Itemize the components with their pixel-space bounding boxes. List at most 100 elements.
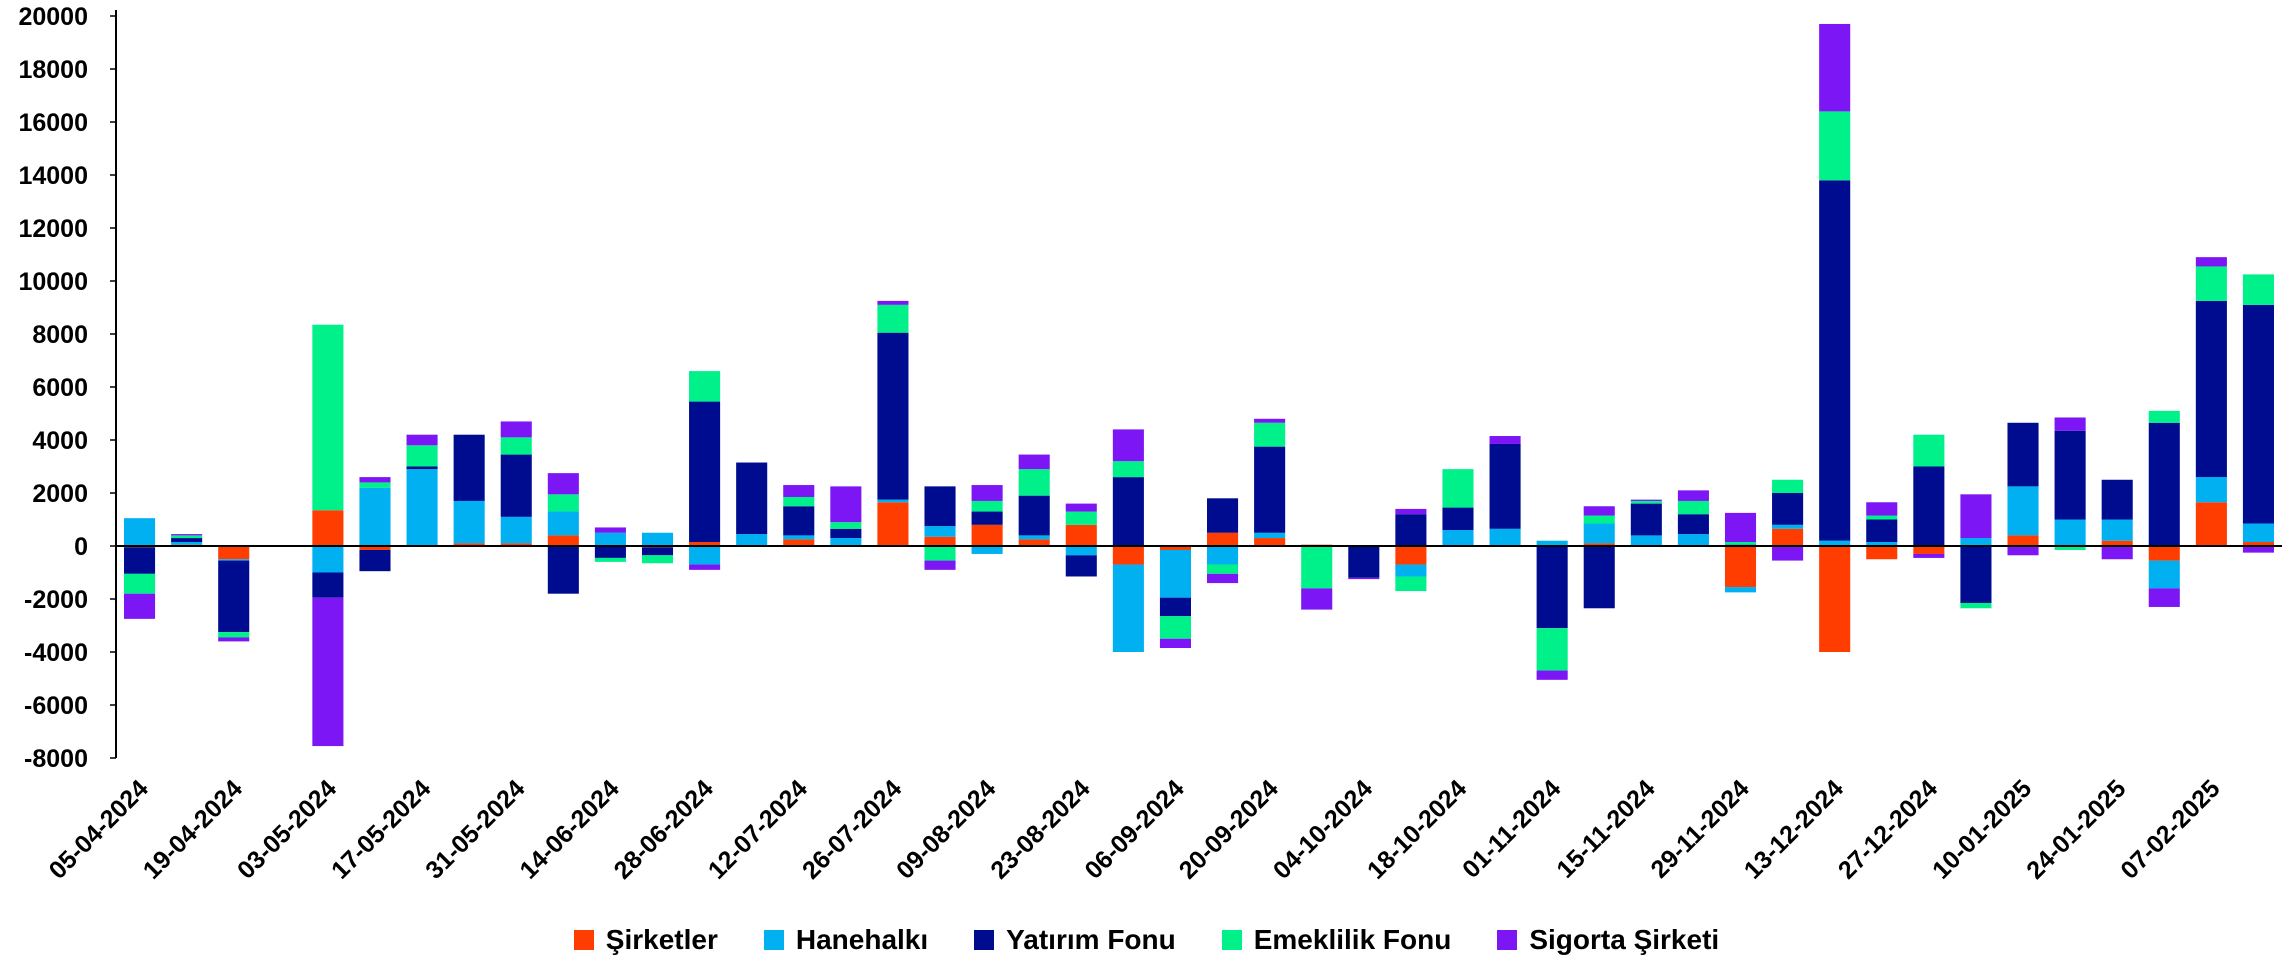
y-tick-label: 10000 — [18, 268, 88, 296]
bar-segment-26-07-2024-s4 — [877, 300, 909, 305]
bar-segment-14-02-2025-s3 — [2242, 274, 2274, 305]
bar-segment-27-09-2024-s4 — [1301, 588, 1333, 610]
bar-segment-30-08-2024-s0 — [1112, 546, 1144, 565]
bar-segment-14-02-2025-s2 — [2242, 304, 2274, 524]
bar-segment-06-09-2024-s3 — [1159, 616, 1191, 639]
bar-segment-10-01-2025-s4 — [2007, 546, 2039, 556]
bar-segment-24-01-2025-s2 — [2101, 479, 2133, 520]
bar-segment-03-05-2024-s4 — [312, 597, 344, 747]
bar-segment-01-11-2024-s1 — [1536, 540, 1568, 546]
x-tick-label: 07-02-2025 — [2115, 774, 2225, 884]
bar-segment-17-01-2025-s4 — [2054, 417, 2086, 431]
bar-segment-23-08-2024-s4 — [1065, 503, 1097, 512]
bar-segment-06-12-2024-s1 — [1772, 524, 1804, 529]
y-tick-label: -4000 — [24, 639, 88, 667]
bar-segment-30-08-2024-s1 — [1112, 564, 1144, 652]
x-tick-label: 23-08-2024 — [985, 774, 1095, 884]
bar-segment-02-08-2024-s3 — [924, 546, 956, 561]
bar-segment-11-10-2024-s0 — [1395, 546, 1427, 565]
bar-segment-10-05-2024-s3 — [359, 482, 391, 488]
bar-segment-30-08-2024-s2 — [1112, 477, 1144, 546]
legend-item: Hanehalkı — [763, 924, 928, 956]
bar-segment-30-08-2024-s4 — [1112, 429, 1144, 462]
bar-segment-06-09-2024-s4 — [1159, 638, 1191, 649]
y-tick-label: 18000 — [18, 56, 88, 84]
bar-segment-24-01-2025-s1 — [2101, 519, 2133, 541]
bar-segment-24-05-2024-s1 — [453, 500, 485, 544]
bar-segment-22-11-2024-s1 — [1677, 534, 1709, 546]
bar-segment-31-05-2024-s0 — [500, 543, 532, 546]
bar-segment-06-09-2024-s0 — [1159, 546, 1191, 550]
x-tick-label: 14-06-2024 — [514, 774, 624, 884]
bar-segment-17-05-2024-s3 — [406, 445, 438, 467]
bar-segment-20-09-2024-s0 — [1254, 538, 1286, 546]
bar-segment-24-01-2025-s4 — [2101, 546, 2133, 560]
bar-segment-16-08-2024-s0 — [1018, 539, 1050, 547]
bar-segment-09-08-2024-s2 — [971, 511, 1003, 525]
x-tick-label: 15-11-2024 — [1551, 774, 1660, 883]
bar-segment-20-12-2024-s4 — [1866, 502, 1898, 516]
legend-label: Şirketler — [605, 924, 718, 955]
x-tick-label: 27-12-2024 — [1833, 774, 1943, 884]
bar-segment-20-12-2024-s1 — [1866, 542, 1898, 546]
bar-segment-03-01-2025-s1 — [1960, 538, 1992, 546]
bar-segment-17-05-2024-s4 — [406, 434, 438, 446]
bar-segment-21-06-2024-s2 — [641, 547, 674, 556]
bar-segment-06-09-2024-s1 — [1159, 549, 1191, 598]
bar-segment-13-09-2024-s1 — [1207, 546, 1239, 565]
bar-segment-10-05-2024-s4 — [359, 477, 391, 483]
x-tick-label: 04-10-2024 — [1268, 774, 1378, 884]
bar-segment-12-04-2024-s1 — [171, 542, 203, 545]
bar-segment-07-06-2024-s0 — [547, 535, 579, 546]
bar-segment-31-01-2025-s4 — [2148, 588, 2180, 607]
bar-segment-30-08-2024-s3 — [1112, 461, 1144, 478]
bar-segment-01-11-2024-s3 — [1536, 628, 1568, 671]
y-tick-label: -8000 — [24, 745, 88, 773]
bar-segment-19-04-2024-s0 — [218, 546, 250, 560]
bar-segment-07-06-2024-s1 — [547, 511, 579, 536]
y-tick-label: 16000 — [18, 109, 88, 137]
bar-segment-29-11-2024-s3 — [1724, 542, 1757, 545]
bar-segment-05-04-2024-s3 — [124, 573, 156, 594]
bar-segment-11-10-2024-s2 — [1395, 514, 1427, 546]
bar-segment-19-07-2024-s3 — [830, 522, 862, 529]
y-tick-label: -2000 — [24, 586, 88, 614]
x-tick-label: 06-09-2024 — [1079, 774, 1189, 884]
x-tick-label: 29-11-2024 — [1645, 774, 1754, 883]
legend-label: Sigorta Şirketi — [1529, 924, 1720, 955]
bar-segment-14-06-2024-s4 — [594, 527, 626, 533]
bar-segment-31-05-2024-s1 — [500, 516, 532, 544]
x-tick-label: 01-11-2024 — [1457, 774, 1566, 883]
bar-segment-18-10-2024-s2 — [1442, 507, 1474, 531]
bar-segment-31-01-2025-s3 — [2148, 410, 2180, 423]
bar-segment-01-11-2024-s2 — [1536, 546, 1568, 629]
bar-segment-12-04-2024-s4 — [171, 534, 203, 536]
bar-segment-11-10-2024-s1 — [1395, 564, 1427, 577]
y-tick-label: 14000 — [18, 162, 88, 190]
bar-segment-19-07-2024-s1 — [830, 538, 862, 546]
bar-segment-17-01-2025-s3 — [2054, 546, 2086, 550]
x-tick-label: 24-01-2025 — [2021, 774, 2131, 884]
bar-segment-19-04-2024-s4 — [218, 637, 250, 642]
bar-segment-22-11-2024-s3 — [1677, 500, 1709, 515]
bar-segment-09-08-2024-s4 — [971, 485, 1003, 501]
x-tick-label: 26-07-2024 — [797, 774, 907, 884]
y-tick-label: 20000 — [18, 3, 88, 31]
bar-segment-08-11-2024-s3 — [1583, 515, 1615, 524]
bar-segment-03-01-2025-s2 — [1960, 546, 1992, 603]
bar-segment-23-08-2024-s2 — [1065, 555, 1097, 577]
y-tick-label: 0 — [74, 533, 88, 561]
bar-segment-13-09-2024-s4 — [1207, 573, 1239, 584]
bar-segment-09-08-2024-s1 — [971, 546, 1003, 554]
bar-segment-07-02-2025-s1 — [2195, 477, 2227, 503]
bar-segment-31-01-2025-s0 — [2148, 546, 2180, 561]
legend-swatch — [1497, 930, 1518, 950]
bar-segment-25-10-2024-s4 — [1489, 436, 1521, 444]
bar-segment-26-07-2024-s2 — [877, 332, 909, 500]
bar-segment-05-04-2024-s2 — [124, 547, 156, 574]
bar-segment-26-07-2024-s3 — [877, 304, 909, 333]
bar-segment-14-02-2025-s0 — [2242, 542, 2274, 546]
bar-segment-26-07-2024-s0 — [877, 502, 909, 546]
bar-segment-07-02-2025-s3 — [2195, 266, 2227, 301]
bar-segment-06-12-2024-s4 — [1772, 546, 1804, 561]
